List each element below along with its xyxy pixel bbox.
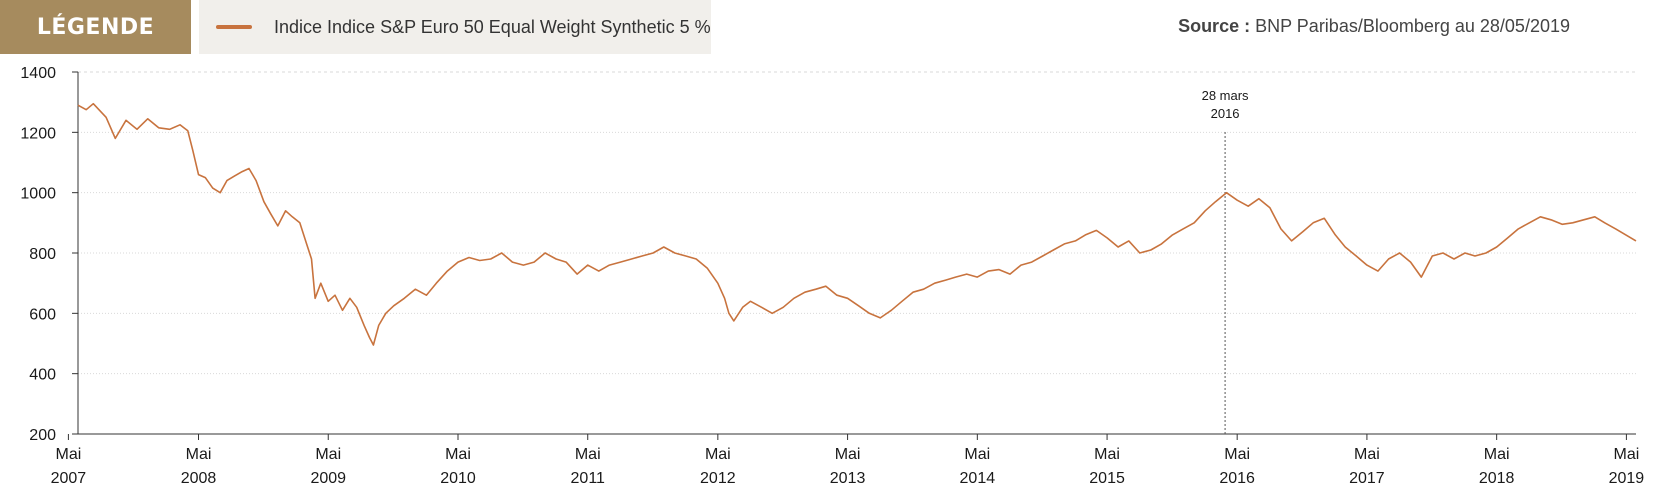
- legend-badge-label: LÉGENDE: [36, 14, 155, 40]
- x-tick-label: Mai: [575, 446, 601, 463]
- x-tick-label: 2018: [1479, 470, 1515, 487]
- x-tick-label: Mai: [1094, 446, 1120, 463]
- y-tick-label: 1200: [20, 125, 56, 142]
- x-tick-label: Mai: [964, 446, 990, 463]
- x-tick-label: Mai: [186, 446, 212, 463]
- x-tick-label: Mai: [445, 446, 471, 463]
- y-tick-label: 1400: [20, 65, 56, 82]
- x-tick-label: 2007: [51, 470, 87, 487]
- annotation-label: 2016: [1211, 106, 1240, 121]
- source-prefix: Source :: [1178, 16, 1251, 36]
- x-tick-label: 2012: [700, 470, 736, 487]
- legend-series-label: Indice Indice S&P Euro 50 Equal Weight S…: [274, 16, 711, 37]
- source-text: BNP Paribas/Bloomberg au 28/05/2019: [1255, 16, 1570, 36]
- x-tick-label: 2016: [1219, 470, 1255, 487]
- y-tick-label: 200: [29, 427, 56, 444]
- x-tick-label: 2009: [310, 470, 346, 487]
- x-tick-label: 2019: [1609, 470, 1645, 487]
- legend-swatch: [216, 25, 252, 29]
- y-tick-label: 800: [29, 246, 56, 263]
- x-tick-label: Mai: [835, 446, 861, 463]
- y-tick-label: 1000: [20, 186, 56, 203]
- x-tick-label: 2013: [830, 470, 866, 487]
- x-tick-label: 2008: [181, 470, 217, 487]
- x-tick-label: Mai: [1484, 446, 1510, 463]
- x-tick-label: 2011: [571, 470, 606, 487]
- source-note: Source : BNP Paribas/Bloomberg au 28/05/…: [1178, 16, 1570, 37]
- y-tick-label: 400: [29, 367, 56, 384]
- x-tick-label: 2010: [440, 470, 476, 487]
- legend: Indice Indice S&P Euro 50 Equal Weight S…: [199, 0, 711, 54]
- y-tick-label: 600: [29, 306, 56, 323]
- annotation-label: 28 mars: [1202, 88, 1249, 103]
- x-tick-label: Mai: [1614, 446, 1640, 463]
- x-tick-label: 2015: [1089, 470, 1125, 487]
- x-tick-label: Mai: [56, 446, 82, 463]
- series-line: [77, 102, 1637, 346]
- legend-badge: LÉGENDE: [0, 0, 191, 54]
- x-tick-label: Mai: [705, 446, 731, 463]
- x-tick-label: Mai: [1354, 446, 1380, 463]
- x-tick-label: Mai: [315, 446, 341, 463]
- x-tick-label: Mai: [1224, 446, 1250, 463]
- x-tick-label: 2014: [960, 470, 996, 487]
- x-tick-label: 2017: [1349, 470, 1385, 487]
